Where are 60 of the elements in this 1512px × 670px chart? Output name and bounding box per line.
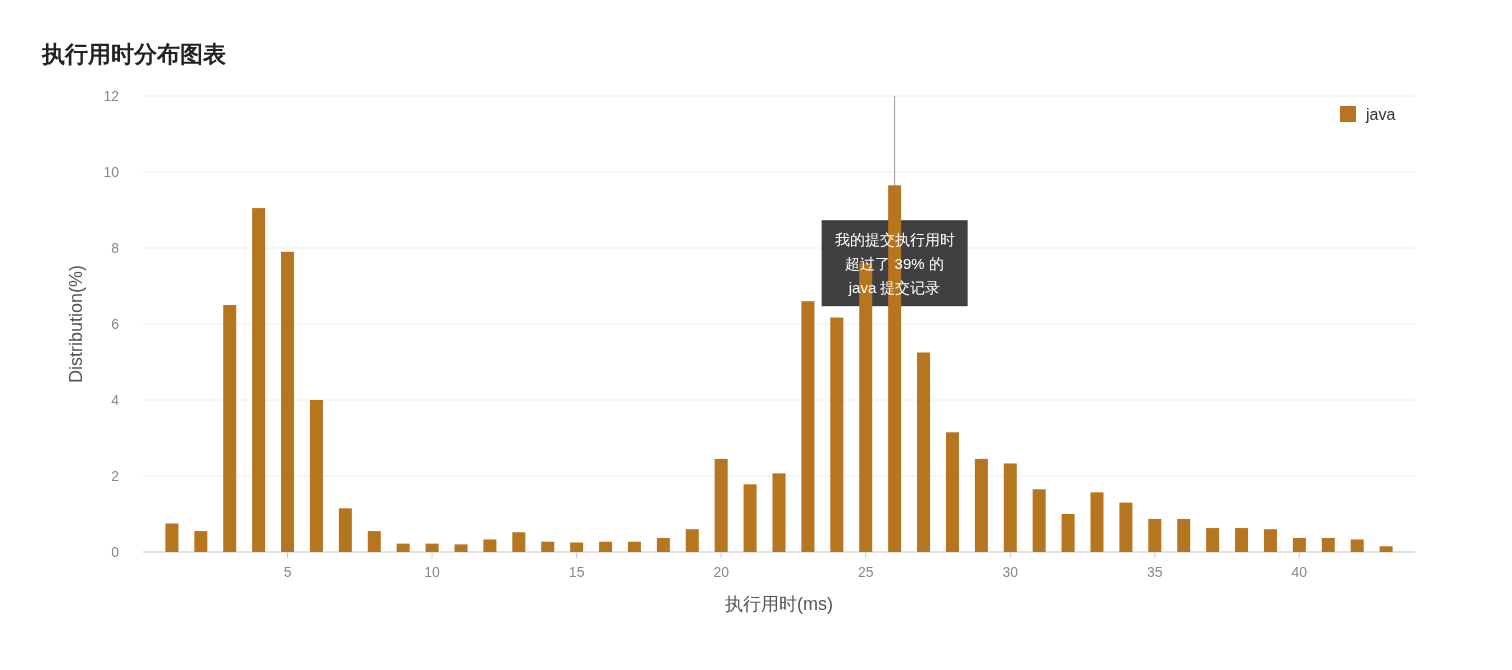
x-tick-label: 5 (283, 564, 292, 580)
bar (627, 541, 641, 552)
bar (570, 542, 584, 552)
x-axis-title: 执行用时(ms) (725, 594, 833, 614)
bar (685, 529, 699, 552)
bar (396, 543, 410, 552)
x-tick-label: 35 (1147, 564, 1163, 580)
bar (1090, 492, 1104, 552)
bar (512, 532, 526, 552)
bar (425, 543, 439, 552)
bar (830, 317, 844, 552)
y-tick-label: 10 (103, 164, 120, 180)
y-tick-label: 8 (111, 240, 120, 256)
bar (194, 531, 208, 552)
bar (599, 541, 613, 552)
x-tick-label: 25 (857, 564, 874, 580)
bar (656, 537, 670, 552)
bar (945, 432, 959, 552)
x-tick-label: 20 (713, 564, 730, 580)
bar (772, 473, 786, 552)
bar (801, 301, 815, 552)
bar (1003, 463, 1017, 552)
bar (252, 208, 266, 552)
y-tick-label: 6 (111, 316, 120, 332)
y-axis-title: Distribution(%) (66, 264, 86, 384)
bar (338, 508, 352, 552)
bar (281, 251, 295, 552)
bar (714, 458, 728, 552)
bar (1206, 528, 1220, 552)
bar (1177, 518, 1191, 552)
bar (541, 541, 555, 552)
chart-title: 执行用时分布图表 (41, 41, 226, 67)
bar (1321, 537, 1335, 552)
bar (1350, 539, 1364, 552)
x-tick-label: 30 (1002, 564, 1019, 580)
bar (1119, 502, 1133, 552)
x-tick-label: 10 (424, 564, 441, 580)
bar (367, 531, 381, 552)
x-tick-label: 15 (568, 564, 585, 580)
y-tick-label: 4 (111, 392, 120, 408)
y-tick-label: 2 (111, 468, 120, 484)
bar (1061, 514, 1075, 552)
bar (483, 539, 497, 552)
bar (454, 544, 468, 552)
bar (1032, 489, 1046, 552)
bar (1235, 528, 1249, 552)
bar (223, 305, 237, 552)
bar (743, 484, 757, 552)
bar (309, 400, 323, 552)
bar (917, 352, 931, 552)
bar (1379, 546, 1393, 552)
bar (1263, 529, 1277, 552)
legend-label: java (1365, 106, 1396, 123)
y-tick-label: 0 (111, 544, 120, 560)
bar (1148, 518, 1162, 552)
bar (1292, 537, 1306, 552)
bar (165, 523, 179, 552)
bar (974, 458, 988, 552)
x-tick-label: 40 (1291, 564, 1308, 580)
y-tick-label: 12 (103, 88, 120, 104)
